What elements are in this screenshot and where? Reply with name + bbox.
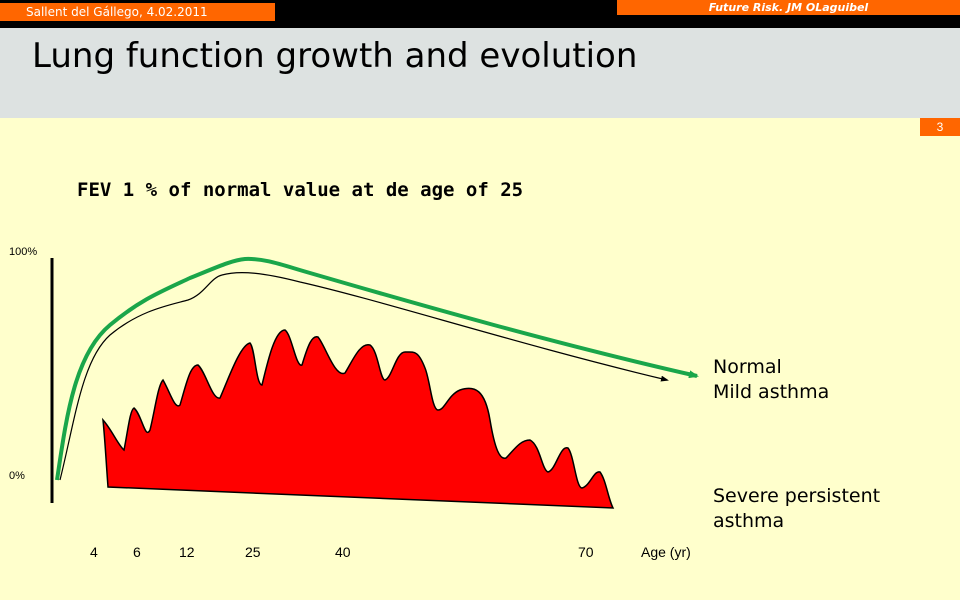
- series-mild-asthma-line: [59, 271, 669, 481]
- y-label-100: 100%: [9, 246, 38, 258]
- title-band: [0, 28, 960, 118]
- label-mild-asthma: Mild asthma: [713, 381, 830, 403]
- series-normal-line: [55, 256, 699, 481]
- label-normal: Normal: [713, 356, 782, 378]
- x-tick-4: 4: [90, 544, 98, 560]
- x-tick-6: 6: [133, 544, 141, 560]
- author-label: Future Risk. JM OLaguibel: [617, 0, 960, 15]
- x-tick-12: 12: [179, 544, 195, 560]
- x-tick-70: 70: [578, 544, 594, 560]
- x-axis-label: Age (yr): [641, 544, 691, 560]
- page-number: 3: [920, 118, 960, 136]
- series-severe-asthma-area: [102, 329, 615, 509]
- chart-title: FEV 1 % of normal value at de age of 25: [77, 179, 524, 201]
- event-label: Sallent del Gállego, 4.02.2011: [0, 3, 275, 21]
- slide-title: Lung function growth and evolution: [32, 36, 638, 76]
- x-tick-25: 25: [245, 544, 261, 560]
- y-label-0: 0%: [9, 470, 25, 482]
- x-tick-40: 40: [335, 544, 351, 560]
- label-severe-asthma: Severe persistent asthma: [713, 485, 881, 532]
